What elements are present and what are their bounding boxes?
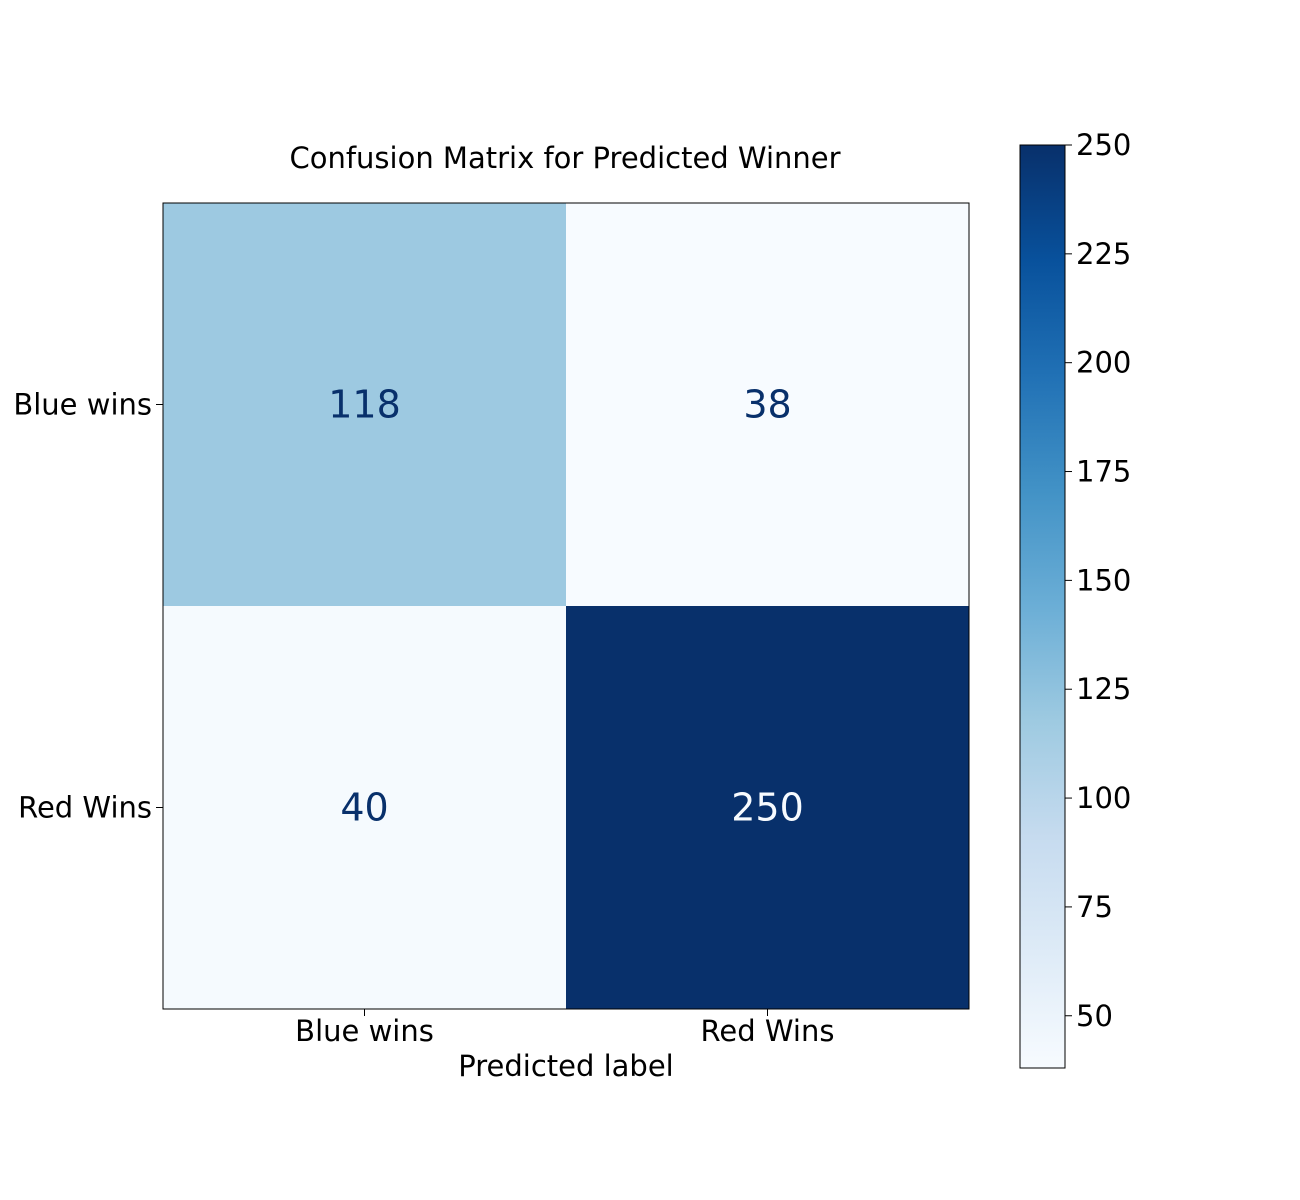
y-tick-label: Red Wins	[18, 791, 152, 825]
y-axis-ticks: Blue wins Red Wins	[13, 388, 163, 825]
matrix-cell-value: 40	[340, 786, 388, 830]
matrix-cell-value: 250	[731, 786, 804, 830]
plot-frame	[162, 202, 970, 1010]
colorbar-tick-label: 75	[1076, 890, 1113, 924]
matrix-cell	[163, 606, 566, 1009]
colorbar-tick-label: 225	[1076, 237, 1131, 271]
colorbar: 50 75 100 125 150 175 200 225 250	[1019, 128, 1131, 1069]
colorbar-ticks: 50 75 100 125 150 175 200 225 250	[1065, 128, 1131, 1033]
y-tick-label: Blue wins	[13, 388, 152, 422]
matrix-cells	[163, 203, 969, 1009]
matrix-cell	[566, 606, 969, 1009]
matrix-cell	[163, 203, 566, 606]
matrix-cell-labels: 118 38 40 250	[328, 383, 804, 830]
x-tick-label: Red Wins	[701, 1014, 835, 1048]
matrix-cell-value: 38	[743, 383, 791, 427]
x-tick-label: Blue wins	[295, 1014, 434, 1048]
matrix-cell	[566, 203, 969, 606]
colorbar-tick-label: 125	[1076, 672, 1131, 706]
colorbar-tick-label: 50	[1076, 999, 1113, 1033]
chart-title: Confusion Matrix for Predicted Winner	[289, 141, 840, 175]
colorbar-tick-label: 150	[1076, 563, 1131, 597]
colorbar-tick-label: 200	[1076, 346, 1131, 380]
colorbar-gradient	[1019, 144, 1066, 1069]
colorbar-tick-label: 175	[1076, 455, 1131, 489]
x-axis-ticks: Blue wins Red Wins	[295, 1009, 834, 1048]
matrix-cell-value: 118	[328, 383, 401, 427]
x-axis-label: Predicted label	[458, 1049, 674, 1083]
colorbar-tick-label: 250	[1076, 128, 1131, 162]
colorbar-tick-label: 100	[1076, 781, 1131, 815]
